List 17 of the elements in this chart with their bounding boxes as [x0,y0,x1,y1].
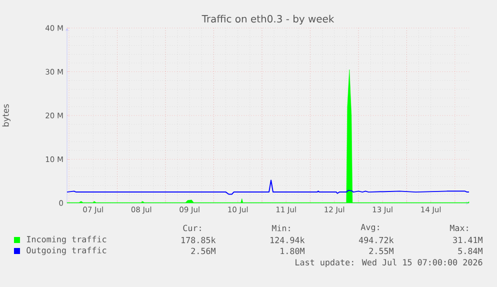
text: Cur: [183,224,201,232]
text: 31.41M [453,236,482,244]
text: 124.94k [270,236,305,244]
text: Last update: Wed Jul 15 07:00:00 2026 [296,258,482,268]
chart-title: Traffic on eth0.3 - by week [202,14,334,25]
text: 2.55M [369,248,394,254]
legend-label: Incoming traffic [27,236,106,244]
text: 5.84M [458,248,482,254]
text: Max: [450,224,468,232]
y-axis-title: bytes [2,104,10,126]
legend-label: Outgoing traffic [26,246,106,256]
text: 178.85k [182,236,216,244]
text: 1.80M [280,248,304,254]
text: 2.56M [191,248,216,254]
text: 494.72k [358,236,394,244]
text: Avg: [360,224,379,232]
text: Min: [272,224,290,232]
